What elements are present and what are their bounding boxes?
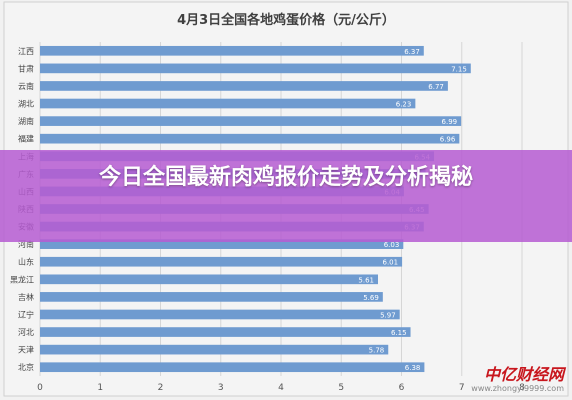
data-label: 7.15 — [451, 65, 467, 73]
x-tick-label: 8 — [519, 383, 525, 393]
category-label: 云南 — [18, 81, 34, 91]
data-label: 5.78 — [369, 347, 385, 355]
data-label: 6.37 — [404, 48, 420, 56]
bar — [40, 256, 403, 267]
bar — [40, 133, 460, 144]
category-label: 福建 — [18, 134, 34, 144]
bar — [40, 327, 411, 337]
data-label: 5.97 — [380, 311, 396, 319]
category-label: 北京 — [18, 362, 34, 372]
data-label: 6.96 — [440, 136, 456, 144]
data-label: 6.15 — [391, 329, 407, 337]
watermark-logo: 中亿财经网 — [483, 365, 564, 384]
category-label: 天津 — [18, 345, 34, 355]
x-tick-label: 3 — [218, 383, 224, 393]
bar — [40, 98, 416, 109]
bar — [40, 309, 400, 320]
x-tick-label: 5 — [338, 383, 344, 393]
watermark: 中亿财经网 www.zhongyi9999.com — [456, 366, 564, 396]
category-label: 江西 — [18, 47, 34, 56]
data-label: 5.69 — [363, 294, 379, 302]
bar — [40, 116, 462, 126]
bar — [40, 292, 383, 302]
category-label: 辽宁 — [18, 309, 34, 319]
x-tick-label: 1 — [97, 383, 103, 393]
data-label: 5.61 — [358, 276, 374, 284]
bar — [40, 81, 448, 91]
watermark-url: www.zhongyi9999.com — [471, 384, 564, 393]
x-tick-labels: 0 1 2 3 4 5 6 7 8 — [37, 383, 525, 393]
category-label: 湖北 — [18, 100, 34, 109]
x-tick-label: 7 — [459, 383, 465, 393]
bar — [40, 63, 471, 74]
bar — [40, 344, 389, 355]
x-tick-label: 4 — [278, 383, 284, 393]
bar — [40, 45, 424, 56]
category-label: 黑龙江 — [10, 274, 34, 284]
chart-title: 4月3日全国各地鸡蛋价格（元/公斤） — [177, 12, 395, 28]
data-label: 6.99 — [442, 118, 458, 126]
category-label: 河南 — [18, 239, 34, 249]
headline-text: 今日全国最新肉鸡报价走势及分析揭秘 — [98, 165, 473, 190]
data-label: 6.03 — [384, 241, 400, 249]
headline-banner: 今日全国最新肉鸡报价走势及分析揭秘 — [0, 150, 572, 242]
bar — [40, 274, 379, 285]
x-tick-label: 6 — [399, 383, 405, 393]
category-label: 湖南 — [18, 116, 34, 126]
data-label: 6.38 — [405, 364, 421, 372]
data-label: 6.77 — [428, 83, 444, 91]
bar — [40, 239, 404, 249]
bar — [40, 362, 425, 373]
category-label: 吉林 — [18, 292, 34, 302]
data-label: 6.01 — [383, 259, 399, 267]
x-tick-label: 0 — [37, 383, 43, 393]
category-label: 河北 — [18, 327, 34, 337]
x-tick-label: 2 — [158, 383, 164, 393]
category-label: 山东 — [18, 257, 34, 267]
data-label: 6.23 — [396, 101, 412, 109]
category-label: 甘肃 — [18, 63, 34, 73]
